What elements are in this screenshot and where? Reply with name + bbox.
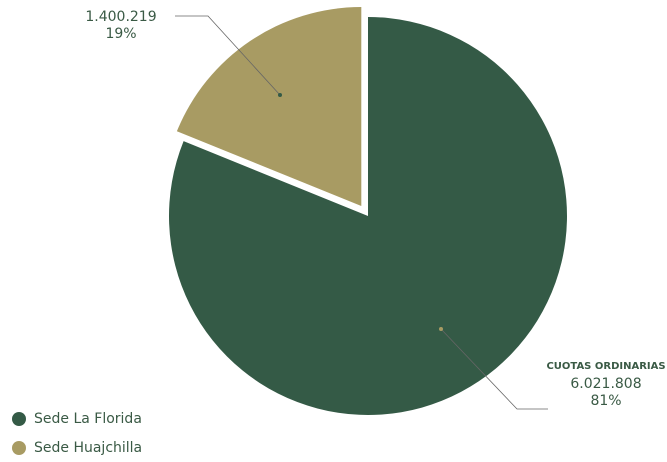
- slice-labels: CUOTAS ORDINARIAS 6.021.808 81% 1.400.21…: [85, 9, 665, 409]
- slice-label-value: 6.021.808: [570, 376, 641, 392]
- slice-label-value: 1.400.219: [85, 9, 156, 25]
- legend-label: Sede La Florida: [34, 410, 142, 427]
- slice-label-title: CUOTAS ORDINARIAS: [546, 361, 665, 372]
- legend-label: Sede Huajchilla: [34, 439, 143, 456]
- slice-label-percent: 19%: [105, 26, 136, 42]
- leader-line-sede-la-florida: [440, 328, 548, 410]
- legend-swatch: [12, 440, 26, 455]
- leader-lines: [175, 15, 548, 410]
- leader-dot: [278, 93, 282, 97]
- pie-slice-sede-huajchilla[interactable]: [176, 7, 362, 207]
- legend-item-sede-la-florida[interactable]: Sede La Florida: [12, 404, 142, 433]
- legend-item-sede-huajchilla[interactable]: Sede Huajchilla: [12, 433, 142, 462]
- leader-line-sede-huajchilla: [175, 15, 281, 96]
- legend: Sede La Florida Sede Huajchilla: [12, 404, 142, 462]
- legend-swatch: [12, 411, 26, 426]
- leader-dot: [439, 327, 443, 331]
- pie-slice-sede-la-florida[interactable]: [168, 17, 568, 415]
- pie-slices: [168, 7, 568, 415]
- slice-label-percent: 81%: [590, 393, 621, 409]
